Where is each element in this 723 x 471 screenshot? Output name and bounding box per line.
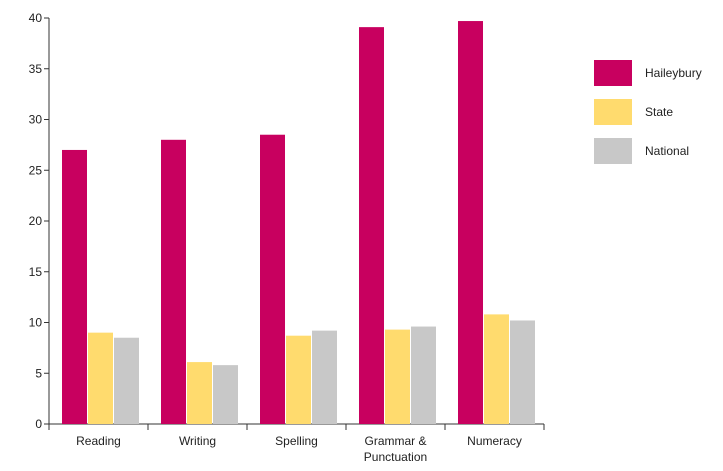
bar-state-1 (187, 362, 212, 424)
x-category-label: Spelling (275, 434, 318, 448)
bar-haileybury-2 (260, 134, 285, 424)
legend-label: State (645, 105, 674, 119)
y-tick-label: 25 (29, 163, 43, 177)
y-tick-label: 20 (29, 214, 43, 228)
bar-national-2 (312, 330, 337, 424)
bar-state-4 (484, 314, 509, 424)
legend-swatch (594, 99, 632, 125)
bar-haileybury-1 (161, 139, 186, 425)
y-tick-label: 35 (29, 62, 43, 76)
legend-label: Haileybury (645, 66, 702, 80)
legend-swatch (594, 138, 632, 164)
y-tick-label: 15 (29, 265, 43, 279)
bar-national-3 (411, 326, 436, 424)
legend-item-national: National (594, 138, 702, 164)
y-tick-label: 0 (35, 417, 42, 431)
y-tick-label: 30 (29, 113, 43, 127)
legend-item-state: State (594, 99, 702, 125)
legend-label: National (645, 144, 690, 158)
bar-state-0 (88, 332, 113, 424)
legend-swatch (594, 60, 632, 86)
x-category-label: Grammar & Punctuation (364, 434, 427, 464)
legend-item-haileybury: Haileybury (594, 60, 702, 86)
chart-legend: Haileybury State National (594, 60, 702, 177)
bar-state-3 (385, 329, 410, 424)
bar-haileybury-3 (359, 27, 384, 424)
x-category-label: Writing (179, 434, 216, 448)
x-category-label: Reading (76, 434, 121, 448)
bar-national-1 (213, 365, 238, 424)
bar-national-4 (510, 320, 535, 424)
bar-national-0 (114, 337, 139, 424)
y-tick-label: 10 (29, 316, 43, 330)
y-tick-label: 40 (29, 11, 43, 25)
bar-haileybury-0 (62, 149, 87, 424)
x-category-label: Numeracy (467, 434, 522, 448)
bar-haileybury-4 (458, 21, 483, 424)
bar-state-2 (286, 335, 311, 424)
y-tick-label: 5 (35, 366, 42, 380)
